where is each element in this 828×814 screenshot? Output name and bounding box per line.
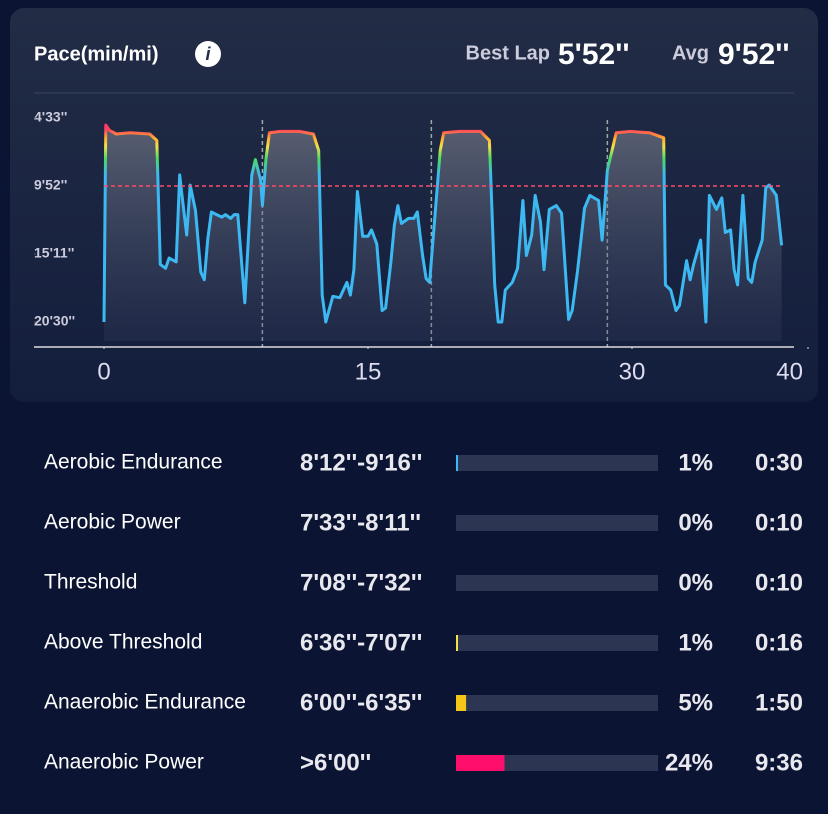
pace-line: [102, 123, 784, 324]
x-tick-label: 0: [97, 358, 110, 385]
zone-percent: 0%: [678, 509, 713, 536]
y-tick-label: 9'52'': [34, 177, 67, 193]
best-lap-label: Best Lap: [466, 42, 550, 64]
zone-range: 7'08''-7'32'': [300, 569, 422, 596]
zone-percent: 1%: [678, 629, 713, 656]
zone-percent: 1%: [678, 449, 713, 476]
zone-name: Anaerobic Endurance: [44, 691, 246, 714]
zone-name: Aerobic Endurance: [44, 451, 223, 474]
zone-time: 9:36: [755, 749, 803, 776]
info-glyph: i: [205, 44, 211, 64]
x-tick-label: 15: [355, 358, 382, 385]
y-tick-label: 20'30'': [34, 313, 75, 329]
zone-track: [456, 755, 658, 771]
zone-bar: [456, 455, 459, 471]
zone-time: 1:50: [755, 689, 803, 716]
best-lap-value: 5'52'': [558, 38, 629, 71]
zone-track: [456, 455, 658, 471]
zone-name: Above Threshold: [44, 631, 202, 654]
zone-name: Anaerobic Power: [44, 751, 204, 774]
y-tick-label: 15'11'': [34, 245, 74, 261]
zone-percent: 0%: [678, 569, 713, 596]
x-tick-label: 40: [776, 358, 803, 385]
zone-time: 0:16: [755, 629, 803, 656]
zone-track: [456, 575, 658, 591]
zone-name: Aerobic Power: [44, 511, 181, 534]
zone-time: 0:30: [755, 449, 803, 476]
zone-track: [456, 515, 658, 531]
zone-bar: [456, 635, 459, 651]
avg-label: Avg: [672, 42, 709, 64]
zone-track: [456, 695, 658, 711]
zone-range: 6'36''-7'07'': [300, 629, 422, 656]
zone-percent: 5%: [678, 689, 713, 716]
zone-range: 6'00''-6'35'': [300, 689, 422, 716]
zone-time: 0:10: [755, 569, 803, 596]
x-tick-label: 30: [619, 358, 646, 385]
avg-value: 9'52'': [718, 38, 789, 71]
zone-bar: [456, 695, 467, 711]
area: [104, 125, 782, 341]
zone-range: 7'33''-8'11'': [300, 509, 421, 536]
zone-bar: [456, 755, 505, 771]
info-icon[interactable]: [195, 41, 221, 67]
zone-percent: 24%: [665, 749, 713, 776]
zone-range: 8'12''-9'16'': [300, 449, 422, 476]
zone-track: [456, 635, 658, 651]
zone-time: 0:10: [755, 509, 803, 536]
title: Pace(min/mi): [34, 43, 158, 65]
y-tick-label: 4'33'': [34, 109, 67, 125]
zone-name: Threshold: [44, 571, 137, 594]
zone-range: >6'00'': [300, 749, 371, 776]
